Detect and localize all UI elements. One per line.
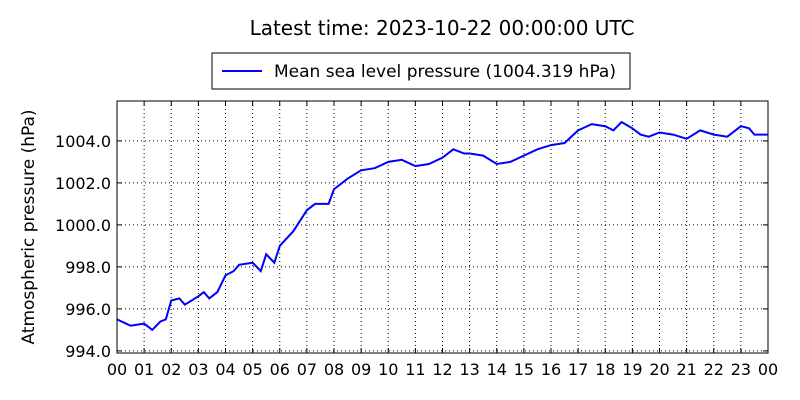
x-tick-label: 01 xyxy=(134,360,154,379)
x-tick-label: 04 xyxy=(215,360,235,379)
x-tick-label: 12 xyxy=(432,360,452,379)
x-tick-label: 05 xyxy=(242,360,262,379)
x-tick-label: 16 xyxy=(541,360,561,379)
x-tick-label: 00 xyxy=(107,360,127,379)
x-tick-label: 13 xyxy=(459,360,479,379)
data-line xyxy=(116,120,768,332)
x-tick-label: 17 xyxy=(568,360,588,379)
y-tick-label: 998.0 xyxy=(65,258,111,277)
x-tick-label: 00 xyxy=(758,360,778,379)
x-tick-label: 03 xyxy=(188,360,208,379)
x-tick-label: 18 xyxy=(595,360,615,379)
legend-box xyxy=(211,52,631,90)
x-tick-label: 19 xyxy=(622,360,642,379)
x-tick-label: 08 xyxy=(324,360,344,379)
x-tick-label: 22 xyxy=(704,360,724,379)
legend-label: Mean sea level pressure (1004.319 hPa) xyxy=(274,62,616,82)
y-tick-label: 1002.0 xyxy=(55,174,111,193)
plot-frame xyxy=(116,100,769,354)
y-axis-label: Atmospheric pressure (hPa) xyxy=(19,109,39,344)
x-tick-label: 09 xyxy=(351,360,371,379)
x-tick-label: 20 xyxy=(649,360,669,379)
y-tick-label: 1004.0 xyxy=(55,132,111,151)
x-tick-label: 02 xyxy=(161,360,181,379)
y-tick-label: 994.0 xyxy=(65,342,111,361)
x-tick-label: 14 xyxy=(487,360,507,379)
x-tick-label: 15 xyxy=(514,360,534,379)
y-tick-label: 996.0 xyxy=(65,300,111,319)
x-tick-label: 21 xyxy=(676,360,696,379)
x-tick-label: 23 xyxy=(731,360,751,379)
x-tick-label: 06 xyxy=(270,360,290,379)
x-tick-label: 10 xyxy=(378,360,398,379)
x-tick-label: 07 xyxy=(297,360,317,379)
chart-title: Latest time: 2023-10-22 00:00:00 UTC xyxy=(250,16,635,40)
y-tick-label: 1000.0 xyxy=(55,216,111,235)
x-tick-label: 11 xyxy=(405,360,425,379)
